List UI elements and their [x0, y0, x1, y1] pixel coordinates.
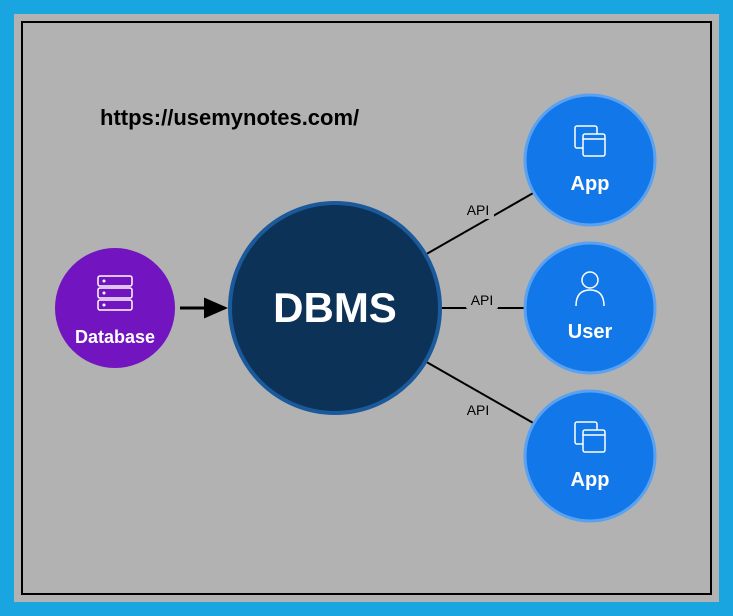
node-app-bottom: App: [525, 391, 655, 521]
dbms-diagram: API API API Database DBMS App: [0, 0, 733, 616]
svg-text:User: User: [568, 321, 613, 343]
node-app-top: App: [525, 95, 655, 225]
node-dbms: DBMS: [230, 203, 440, 413]
diagram-frame: https://usemynotes.com/ API API API: [0, 0, 733, 616]
node-user: User: [525, 243, 655, 373]
edge-dbms-to-app-top: API: [416, 192, 535, 260]
edge-dbms-to-app-bottom: API: [416, 356, 535, 424]
node-database: Database: [55, 248, 175, 368]
svg-text:Database: Database: [75, 327, 155, 347]
svg-text:API: API: [467, 402, 490, 418]
svg-text:DBMS: DBMS: [273, 284, 397, 331]
svg-text:API: API: [467, 202, 490, 218]
svg-text:API: API: [471, 292, 494, 308]
edge-dbms-to-user: API: [440, 291, 524, 309]
svg-text:App: App: [571, 469, 610, 491]
svg-text:App: App: [571, 173, 610, 195]
